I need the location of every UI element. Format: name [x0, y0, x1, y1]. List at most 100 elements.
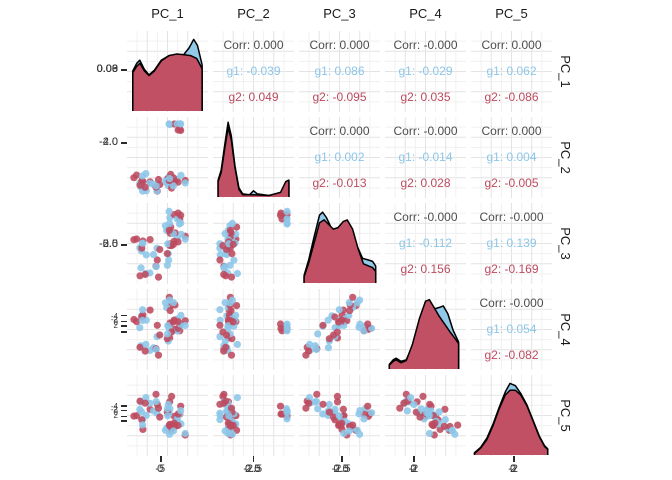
scatter-point	[165, 120, 173, 128]
scatter-point	[368, 409, 376, 417]
scatter-point	[166, 430, 174, 438]
scatter-point	[163, 405, 171, 413]
scatter-point	[227, 351, 236, 359]
corr-label: Corr: 0.000	[481, 124, 542, 139]
scatter-point	[166, 175, 174, 183]
scatter-point	[142, 394, 150, 402]
scatter-point	[152, 398, 160, 406]
scatter-point	[333, 398, 342, 406]
scatter-point	[228, 296, 236, 304]
scatter-point	[166, 296, 174, 304]
strip-label-right: PC_2	[554, 117, 576, 198]
strip-label-right-text: PC_4	[557, 313, 573, 346]
scatter-point	[226, 421, 234, 429]
corr-g1-label: g1: 0.086	[314, 64, 365, 79]
scatter-point	[216, 409, 224, 417]
scatter-point	[216, 316, 224, 324]
x-axis-tick-label-text: 0	[157, 463, 164, 475]
x-axis-tick-label-text: -2	[508, 463, 518, 475]
scatter-point	[360, 327, 368, 335]
panel-PC_1-PC_3: Corr: 0.000 g1: 0.086 g2: -0.095	[299, 31, 380, 112]
y-axis-tick-label: -4 -2 0 2	[74, 402, 118, 420]
scatter-point	[154, 404, 163, 412]
scatter-point	[227, 307, 235, 315]
corr-g1-label: g1: 0.054	[486, 322, 537, 337]
corr-g1-label: g1: -0.014	[398, 150, 453, 165]
scatter-point	[305, 347, 313, 355]
x-axis-tick-label: -5 0	[138, 463, 182, 477]
scatter-point	[333, 392, 341, 400]
x-axis-tick-label: -2.5 0.0 2.5	[319, 463, 363, 477]
corr-label: Corr: -0.000	[393, 210, 458, 225]
panel-PC_2-PC_2	[213, 117, 294, 198]
panel-PC_4-PC_1	[127, 289, 208, 370]
scatter-point	[136, 324, 144, 332]
corr-g2-label: g2: 0.035	[400, 90, 451, 105]
y-tick-mark	[121, 244, 127, 246]
panel-grid	[385, 375, 466, 456]
scatter-point	[163, 250, 171, 258]
scatter-point	[220, 270, 228, 278]
scatter-point	[319, 410, 327, 418]
scatter-point	[142, 340, 150, 348]
panel-grid	[471, 203, 552, 284]
scatter-point	[177, 211, 185, 219]
panel-grid	[471, 31, 552, 112]
scatter-point	[277, 410, 285, 418]
y-tick-mark	[121, 420, 127, 422]
panel-grid	[471, 375, 552, 456]
panel-grid	[213, 289, 294, 370]
x-axis-tick-label-text: -2.5	[243, 463, 263, 475]
x-axis-tick-label-text: -2.5	[331, 463, 351, 475]
y-tick-mark	[121, 405, 127, 407]
corr-g2-label: g2: -0.082	[484, 348, 539, 363]
scatter-point	[454, 421, 462, 429]
scatter-point	[165, 207, 173, 215]
scatter-point	[181, 429, 189, 438]
corr-g2-label: g2: -0.086	[484, 90, 539, 105]
scatter-point	[319, 321, 327, 329]
x-axis-tick-label-text: 2.5	[245, 463, 261, 475]
scatter-point	[165, 421, 173, 429]
scatter-point	[146, 306, 154, 314]
x-tick-mark	[160, 456, 162, 462]
panel-PC_4-PC_5: Corr: -0.000 g1: 0.054 g2: -0.082	[471, 289, 552, 370]
corr-g1-label: g1: 0.062	[486, 64, 537, 79]
scatter-point	[283, 207, 291, 215]
scatter-point	[220, 399, 228, 407]
scatter-point	[283, 407, 291, 415]
scatter-point	[153, 321, 161, 329]
scatter-point	[283, 219, 291, 227]
scatter-point	[283, 320, 291, 328]
scatter-point	[227, 404, 236, 412]
scatter-point	[146, 236, 154, 244]
scatter-point	[149, 251, 158, 259]
corr-g2-label: g2: 0.028	[400, 176, 451, 191]
scatter-point	[220, 347, 228, 355]
panel-grid	[127, 117, 208, 198]
scatter-point	[305, 399, 313, 407]
strip-label-right: PC_3	[554, 203, 576, 284]
x-axis-tick-label-text: 0	[410, 463, 417, 475]
scatter-point	[177, 171, 185, 179]
scatter-point	[138, 239, 147, 247]
y-axis-tick-label-text: -2.0	[99, 136, 118, 149]
scatter-point	[221, 230, 229, 238]
scatter-point	[364, 402, 372, 410]
scatter-point	[153, 256, 161, 264]
scatter-point	[226, 226, 234, 234]
scatter-point	[233, 269, 241, 278]
x-axis-tick-label-text: 0	[510, 463, 517, 475]
scatter-point	[137, 264, 145, 272]
scatter-point	[425, 412, 433, 420]
density-curve	[388, 298, 460, 369]
x-tick-mark	[341, 456, 343, 462]
scatter-point	[222, 245, 231, 254]
corr-label: Corr: -0.000	[479, 210, 544, 225]
scatter-point	[141, 347, 149, 355]
scatter-point	[133, 318, 141, 326]
panel-PC_4-PC_3	[299, 289, 380, 370]
scatter-point	[228, 250, 236, 258]
y-axis-tick-label-text: -2	[110, 405, 118, 415]
y-axis-tick-label-text: 0.09	[96, 63, 118, 75]
